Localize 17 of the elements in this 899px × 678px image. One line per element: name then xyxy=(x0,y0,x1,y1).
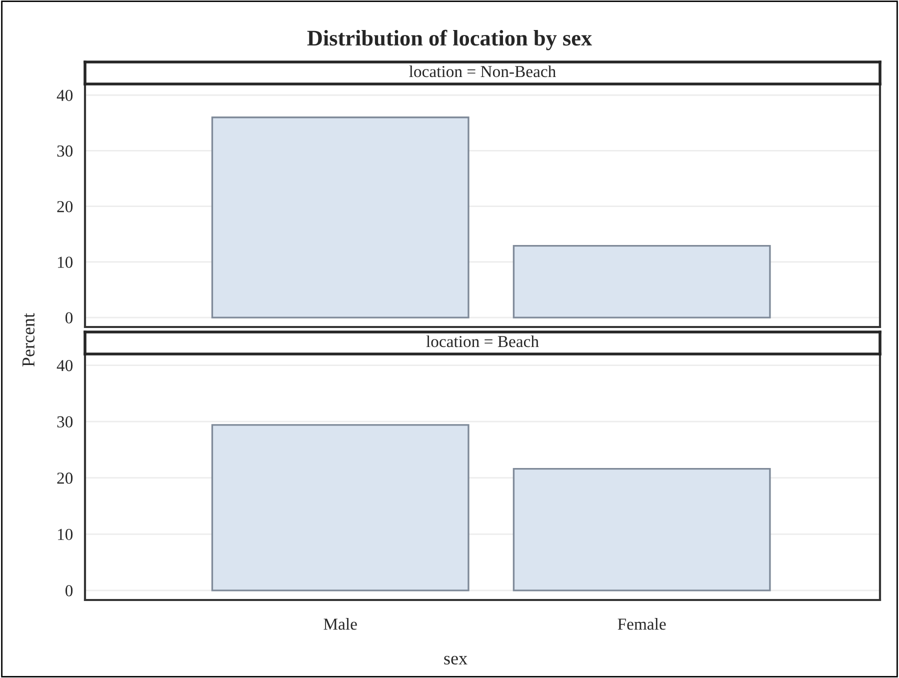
y-tick-label: 30 xyxy=(57,416,73,428)
x-tick-label: Female xyxy=(618,618,666,630)
y-tick-label: 0 xyxy=(65,312,73,324)
y-tick-label: 0 xyxy=(65,585,73,596)
y-tick-label: 30 xyxy=(57,145,73,157)
x-tick-label: Male xyxy=(324,618,357,630)
chart-subtitle: location = Beach xyxy=(426,335,539,348)
chart-subtitle: location = Non-Beach xyxy=(409,65,556,78)
y-tick-label: 20 xyxy=(57,472,73,484)
y-axis-title: Percent xyxy=(22,313,35,367)
chart-title: Distribution of location by sex xyxy=(307,30,592,50)
y-tick-label: 10 xyxy=(58,256,73,268)
y-tick-label: 10 xyxy=(58,528,73,540)
x-axis-title: sex xyxy=(444,656,468,665)
y-tick-label: 20 xyxy=(57,201,73,212)
y-tick-label: 40 xyxy=(56,360,73,372)
y-tick-label: 40 xyxy=(56,90,73,102)
